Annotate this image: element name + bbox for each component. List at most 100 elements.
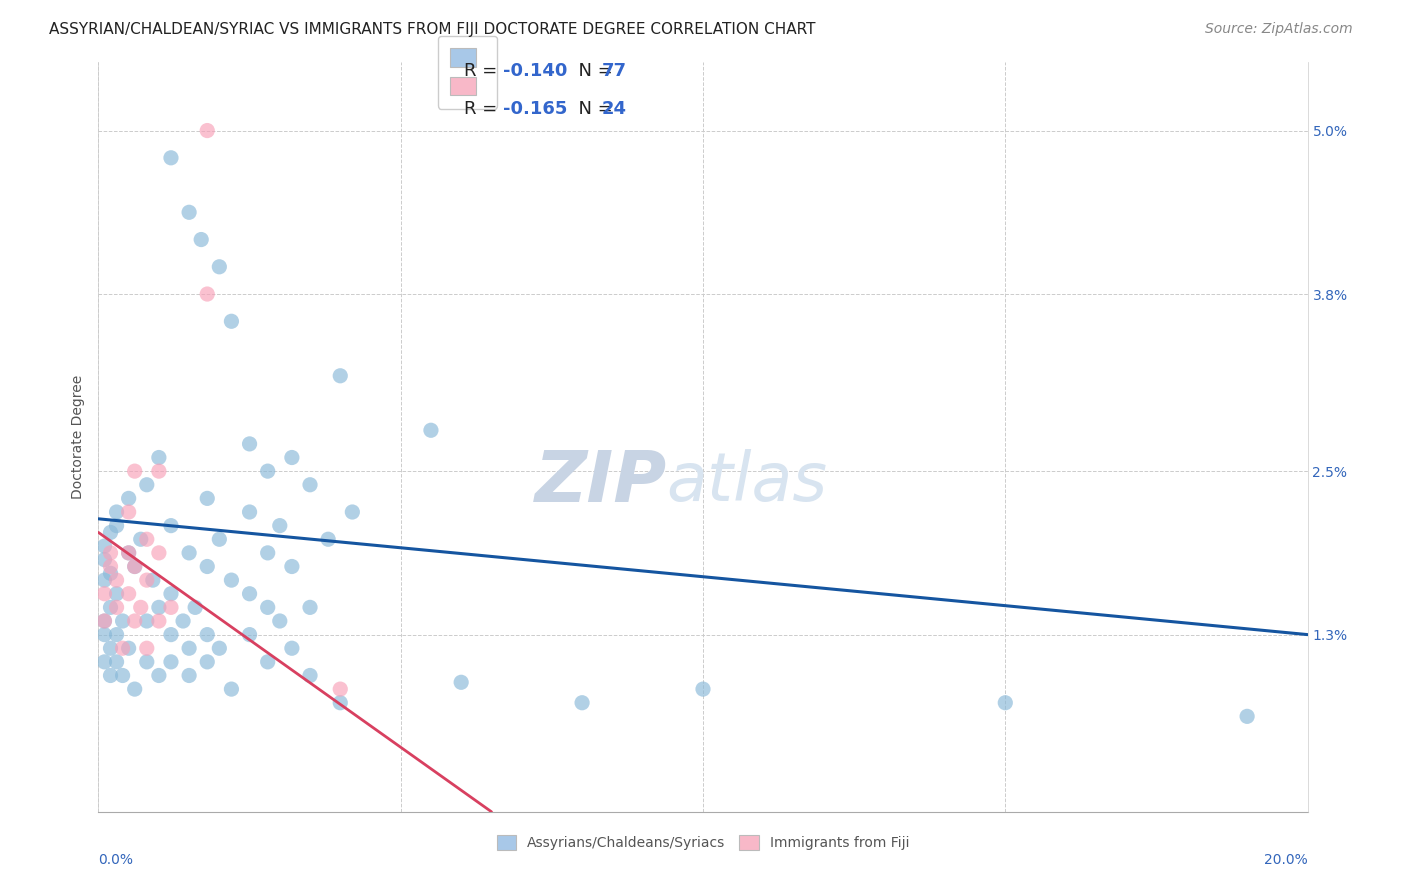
Point [129,600,152,615]
Point [692,682,714,697]
Text: -0.165: -0.165 [503,100,568,118]
Point [93,587,115,601]
Point [105,505,128,519]
Point [111,668,134,682]
Point [329,682,352,697]
Point [994,696,1017,710]
Point [239,437,262,451]
Point [281,559,304,574]
Point [135,533,157,547]
Point [93,655,115,669]
Point [124,464,146,478]
Point [118,546,141,560]
Text: 77: 77 [602,62,627,80]
Point [184,600,207,615]
Point [329,696,352,710]
Point [239,627,262,641]
Point [221,314,243,328]
Point [208,533,231,547]
Point [208,260,231,274]
Legend: Assyrians/Chaldeans/Syriacs, Immigrants from Fiji: Assyrians/Chaldeans/Syriacs, Immigrants … [489,829,917,857]
Point [105,655,128,669]
Point [195,559,218,574]
Point [190,233,212,247]
Point [142,573,165,587]
Point [118,546,141,560]
Point [256,655,278,669]
Point [316,533,339,547]
Text: ASSYRIAN/CHALDEAN/SYRIAC VS IMMIGRANTS FROM FIJI DOCTORATE DEGREE CORRELATION CH: ASSYRIAN/CHALDEAN/SYRIAC VS IMMIGRANTS F… [49,22,815,37]
Point [135,641,157,656]
Point [571,696,593,710]
Point [269,614,291,628]
Point [100,600,122,615]
Point [160,587,183,601]
Point [93,614,115,628]
Point [105,600,128,615]
Point [239,505,262,519]
Point [195,123,218,137]
Point [118,641,141,656]
Text: ZIP: ZIP [534,448,666,516]
Point [160,655,183,669]
Point [160,600,183,615]
Point [124,559,146,574]
Point [160,518,183,533]
Point [221,682,243,697]
Point [118,587,141,601]
Point [160,627,183,641]
Point [195,655,218,669]
Point [342,505,364,519]
Point [1236,709,1258,723]
Point [135,655,157,669]
Point [148,546,170,560]
Point [148,464,170,478]
Point [148,600,170,615]
Point [100,566,122,581]
Point [105,587,128,601]
Point [256,600,278,615]
Point [118,491,141,506]
Point [124,614,146,628]
Point [179,641,201,656]
Point [195,287,218,301]
Point [124,559,146,574]
Point [93,614,115,628]
Point [299,477,322,491]
Point [93,627,115,641]
Point [118,505,141,519]
Point [172,614,194,628]
Point [179,668,201,682]
Point [281,450,304,465]
Point [179,205,201,219]
Point [100,641,122,656]
Point [221,573,243,587]
Point [195,627,218,641]
Point [148,614,170,628]
Point [93,573,115,587]
Text: N =: N = [567,62,619,80]
Point [105,627,128,641]
Point [100,559,122,574]
Text: 20.0%: 20.0% [1264,853,1308,867]
Point [129,533,152,547]
Point [105,573,128,587]
Y-axis label: Doctorate Degree: Doctorate Degree [72,375,86,500]
Point [124,682,146,697]
Point [281,641,304,656]
Text: N =: N = [567,100,619,118]
Point [148,668,170,682]
Point [450,675,472,690]
Point [135,477,157,491]
Point [135,614,157,628]
Point [100,525,122,540]
Text: -0.140: -0.140 [503,62,568,80]
Point [105,518,128,533]
Point [111,641,134,656]
Point [100,668,122,682]
Text: atlas: atlas [666,449,828,515]
Point [256,464,278,478]
Point [299,668,322,682]
Text: Source: ZipAtlas.com: Source: ZipAtlas.com [1205,22,1353,37]
Text: R =: R = [464,100,503,118]
